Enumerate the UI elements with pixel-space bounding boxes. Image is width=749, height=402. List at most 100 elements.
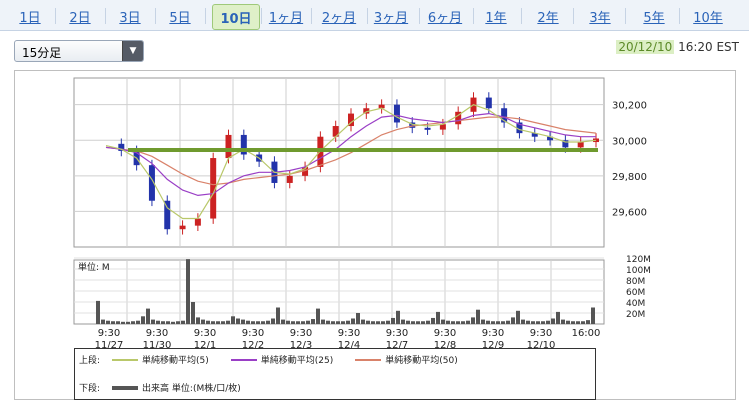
tab-6ヶ月[interactable]: 6ヶ月 <box>427 10 463 26</box>
volume-bar <box>496 321 500 324</box>
chevron-down-icon[interactable]: ▼ <box>122 41 143 61</box>
volume-bar <box>481 319 485 324</box>
tab-2ヶ月[interactable]: 2ヶ月 <box>321 10 357 26</box>
volume-bar <box>581 321 585 324</box>
x-tick-date: 12/8 <box>434 340 456 351</box>
volume-bar <box>386 320 390 324</box>
tab-10日[interactable]: 10日 <box>212 4 260 30</box>
volume-bar <box>321 319 325 324</box>
tab-separator <box>679 8 680 24</box>
price-tick-label: 29,800 <box>612 172 647 183</box>
timestamp-date: 20/12/10 <box>616 40 675 54</box>
x-tick-time: 9:30 <box>290 328 312 339</box>
tab-separator <box>55 8 56 24</box>
timestamp: 20/12/10 16:20 EST <box>616 40 739 54</box>
candle-body <box>547 136 554 141</box>
volume-bar <box>201 319 205 324</box>
volume-bar <box>401 319 405 324</box>
ma25-line <box>105 112 596 197</box>
candle-body <box>485 97 492 109</box>
tab-5年[interactable]: 5年 <box>643 10 665 26</box>
candle-body <box>378 104 385 109</box>
legend-lower-row: 下段: 出来高 単位:(M株/口/枚) <box>79 381 241 394</box>
candle-body <box>210 158 217 219</box>
tab-separator <box>205 8 206 24</box>
volume-bar <box>341 321 345 324</box>
volume-bar <box>136 320 140 324</box>
volume-tick-label: 100M <box>626 266 651 276</box>
volume-bar <box>271 318 275 324</box>
x-tick-date: 12/1 <box>194 340 216 351</box>
volume-bar <box>396 310 400 324</box>
legend-volume: 出来高 単位:(M株/口/枚) <box>142 384 241 394</box>
volume-bar <box>476 309 480 324</box>
volume-bar <box>436 311 440 324</box>
volume-bar <box>501 321 505 324</box>
legend-ma5: 単純移動平均(5) <box>142 356 209 366</box>
volume-bar <box>461 321 465 324</box>
volume-bar <box>316 308 320 324</box>
volume-bar <box>191 302 195 324</box>
volume-bar <box>566 320 570 324</box>
tab-separator <box>419 8 420 24</box>
ma25-swatch <box>230 358 257 361</box>
x-tick-time: 9:30 <box>194 328 216 339</box>
candle-body <box>240 134 247 155</box>
tab-1ヶ月[interactable]: 1ヶ月 <box>268 10 304 26</box>
volume-bar <box>301 321 305 324</box>
interval-select[interactable]: 15分足 ▼ <box>14 40 144 62</box>
volume-bar <box>446 320 450 324</box>
volume-bar <box>526 320 530 324</box>
volume-bar <box>366 320 370 324</box>
x-tick-date: 12/10 <box>527 340 556 351</box>
volume-bar <box>346 320 350 324</box>
volume-bar <box>586 320 590 324</box>
tab-5日[interactable]: 5日 <box>169 10 191 26</box>
ma50-swatch <box>355 358 382 361</box>
volume-bar <box>161 321 165 324</box>
tab-1日[interactable]: 1日 <box>19 10 41 26</box>
volume-tick-label: 120M <box>626 255 651 265</box>
volume-bar <box>281 319 285 324</box>
tab-separator <box>625 8 626 24</box>
volume-bar <box>206 320 210 324</box>
volume-unit-label: 単位: M <box>78 261 110 273</box>
ma5-line <box>105 104 597 220</box>
volume-bar <box>286 320 290 324</box>
interval-select-value: 15分足 <box>22 46 62 60</box>
volume-bar <box>336 321 340 324</box>
tab-3年[interactable]: 3年 <box>589 10 611 26</box>
tab-2日[interactable]: 2日 <box>69 10 91 26</box>
candle-body <box>348 113 354 127</box>
tab-separator <box>473 8 474 24</box>
x-tick-time: 9:30 <box>146 328 168 339</box>
volume-bar <box>571 321 575 324</box>
tab-3ヶ月[interactable]: 3ヶ月 <box>373 10 409 26</box>
volume-bar <box>126 321 130 324</box>
volume-bar <box>591 307 595 324</box>
volume-bar <box>211 321 215 324</box>
volume-bar <box>256 321 260 324</box>
volume-bar <box>226 320 230 324</box>
volume-bar <box>276 307 280 324</box>
legend-upper-row: 上段: 単純移動平均(5) 単純移動平均(25) 単純移動平均(50) <box>79 353 458 366</box>
volume-bar <box>411 321 415 324</box>
candle-body <box>424 127 431 130</box>
tab-1年[interactable]: 1年 <box>485 10 507 26</box>
volume-bar <box>241 319 245 324</box>
x-tick-time: 9:30 <box>338 328 360 339</box>
volume-bar <box>296 321 300 324</box>
tab-10年[interactable]: 10年 <box>693 10 723 26</box>
volume-tick-label: 80M <box>626 277 645 287</box>
tab-3日[interactable]: 3日 <box>119 10 141 26</box>
x-tick-date: 11/30 <box>143 340 172 351</box>
volume-bar <box>371 321 375 324</box>
chart-legend: 上段: 単純移動平均(5) 単純移動平均(25) 単純移動平均(50) 下段: … <box>74 348 596 400</box>
tab-separator <box>521 8 522 24</box>
candle-body <box>577 142 584 148</box>
volume-bar <box>456 321 460 324</box>
tab-2年[interactable]: 2年 <box>537 10 559 26</box>
volume-tick-label: 20M <box>626 310 645 320</box>
ma5-swatch <box>112 358 139 361</box>
